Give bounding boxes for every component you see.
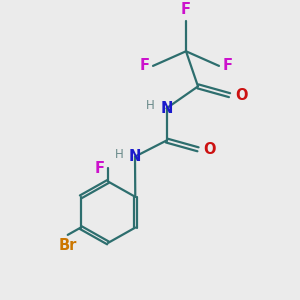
- Text: F: F: [181, 2, 191, 17]
- Text: N: N: [160, 101, 173, 116]
- Text: F: F: [223, 58, 232, 74]
- Text: H: H: [115, 148, 124, 161]
- Text: O: O: [235, 88, 247, 103]
- Text: F: F: [95, 161, 105, 176]
- Text: F: F: [140, 58, 149, 74]
- Text: N: N: [129, 149, 141, 164]
- Text: H: H: [146, 100, 155, 112]
- Text: Br: Br: [58, 238, 77, 253]
- Text: O: O: [203, 142, 216, 157]
